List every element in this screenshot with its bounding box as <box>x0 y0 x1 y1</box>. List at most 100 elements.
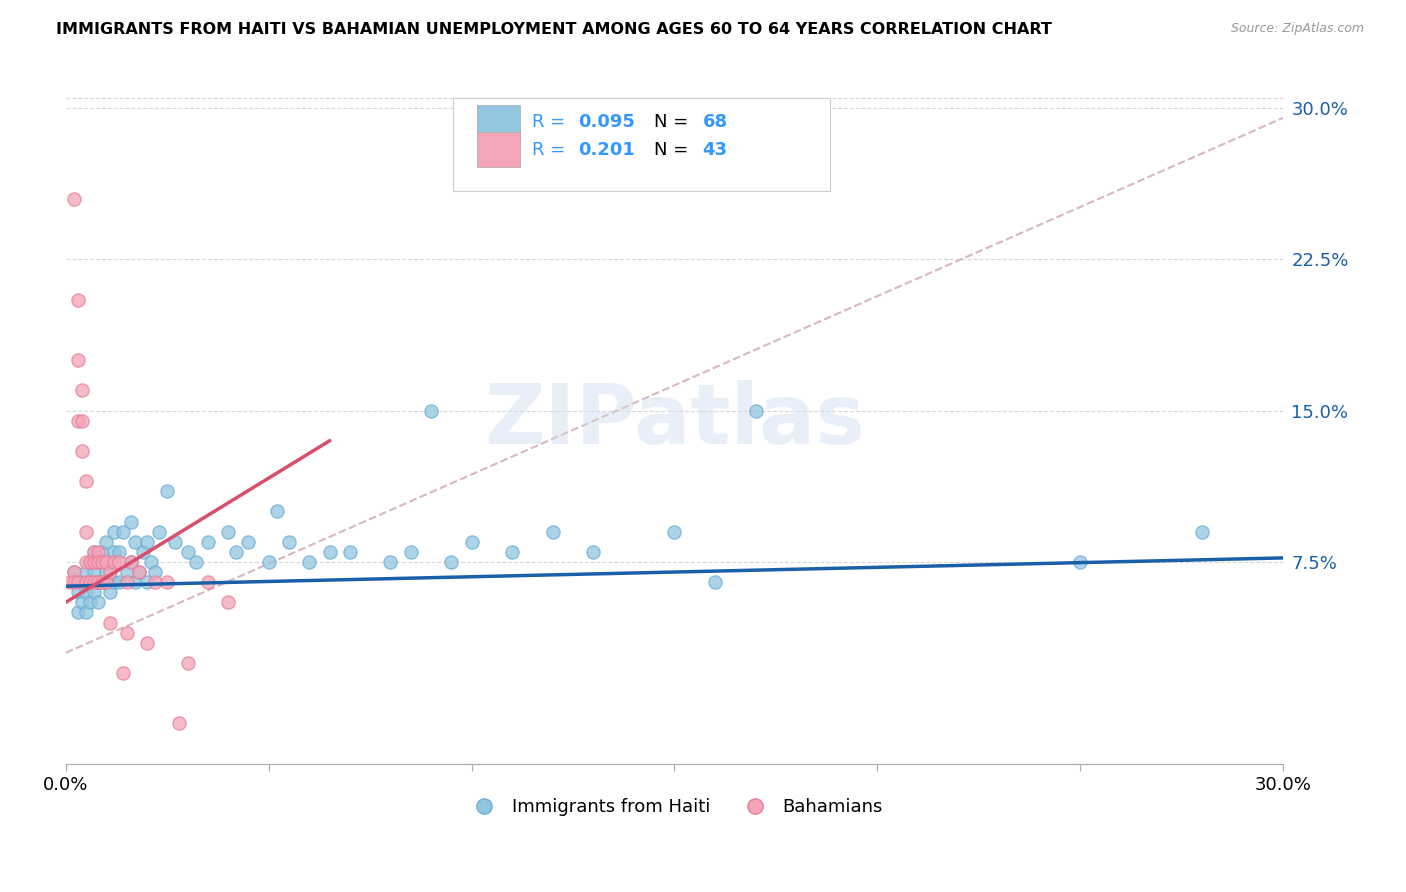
Point <box>115 575 138 590</box>
Point <box>87 555 110 569</box>
Text: 0.201: 0.201 <box>578 141 636 159</box>
Point <box>217 595 239 609</box>
Point <box>103 555 125 569</box>
Point <box>318 545 340 559</box>
Point <box>704 575 727 590</box>
Point <box>156 484 179 499</box>
Point <box>70 595 93 609</box>
Point <box>83 585 105 599</box>
FancyBboxPatch shape <box>477 132 520 167</box>
Point <box>107 555 129 569</box>
Point <box>266 504 288 518</box>
Point <box>128 565 150 579</box>
Point <box>63 565 86 579</box>
Point <box>136 575 159 590</box>
Point <box>87 575 110 590</box>
Point <box>63 575 86 590</box>
Text: 43: 43 <box>703 141 727 159</box>
Point <box>541 524 564 539</box>
Point <box>501 545 523 559</box>
Point <box>79 575 101 590</box>
Point <box>176 656 198 670</box>
Point <box>96 555 118 569</box>
Point <box>75 524 97 539</box>
Point <box>111 665 134 680</box>
Point <box>70 414 93 428</box>
Point <box>75 565 97 579</box>
Point <box>143 575 166 590</box>
Legend: Immigrants from Haiti, Bahamians: Immigrants from Haiti, Bahamians <box>460 791 890 823</box>
Point <box>136 636 159 650</box>
Point <box>96 565 118 579</box>
Point <box>83 575 105 590</box>
Point <box>399 545 422 559</box>
Point <box>66 606 89 620</box>
Point <box>75 585 97 599</box>
Point <box>91 575 114 590</box>
Point <box>664 524 686 539</box>
Point <box>136 534 159 549</box>
Point <box>120 515 142 529</box>
Point <box>107 575 129 590</box>
Point <box>103 524 125 539</box>
Point <box>165 534 187 549</box>
Point <box>124 534 146 549</box>
Point <box>100 565 122 579</box>
Text: R =: R = <box>531 113 571 131</box>
Point <box>87 555 110 569</box>
Point <box>87 595 110 609</box>
Text: IMMIGRANTS FROM HAITI VS BAHAMIAN UNEMPLOYMENT AMONG AGES 60 TO 64 YEARS CORRELA: IMMIGRANTS FROM HAITI VS BAHAMIAN UNEMPL… <box>56 22 1052 37</box>
Point <box>238 534 260 549</box>
FancyBboxPatch shape <box>453 98 831 191</box>
Point <box>75 474 97 488</box>
Point <box>440 555 463 569</box>
Point <box>79 575 101 590</box>
Point <box>83 545 105 559</box>
Point <box>156 575 179 590</box>
Point <box>75 575 97 590</box>
Point <box>91 575 114 590</box>
Point <box>70 384 93 398</box>
Point <box>120 555 142 569</box>
Point <box>83 555 105 569</box>
Point <box>111 524 134 539</box>
Point <box>582 545 605 559</box>
Point <box>66 575 89 590</box>
Point <box>107 545 129 559</box>
Point <box>339 545 361 559</box>
Point <box>148 524 170 539</box>
Text: 0.095: 0.095 <box>578 113 636 131</box>
Text: N =: N = <box>654 113 693 131</box>
Point <box>115 565 138 579</box>
Point <box>184 555 207 569</box>
Point <box>139 555 162 569</box>
Point <box>257 555 280 569</box>
Point <box>197 575 219 590</box>
Point <box>91 555 114 569</box>
Point <box>96 534 118 549</box>
Point <box>128 565 150 579</box>
Point <box>298 555 321 569</box>
Text: 68: 68 <box>703 113 727 131</box>
Point <box>120 555 142 569</box>
Point <box>143 565 166 579</box>
Point <box>79 555 101 569</box>
Point <box>66 293 89 307</box>
Point <box>87 545 110 559</box>
Point <box>124 575 146 590</box>
Point <box>460 534 482 549</box>
Point <box>63 192 86 206</box>
Point <box>70 444 93 458</box>
FancyBboxPatch shape <box>477 105 520 139</box>
Text: Source: ZipAtlas.com: Source: ZipAtlas.com <box>1230 22 1364 36</box>
Point <box>132 545 155 559</box>
Text: ZIPatlas: ZIPatlas <box>484 380 865 461</box>
Text: N =: N = <box>654 141 693 159</box>
Point <box>197 534 219 549</box>
Point <box>70 575 93 590</box>
Point <box>278 534 301 549</box>
Point <box>83 545 105 559</box>
Point <box>66 414 89 428</box>
Point <box>79 595 101 609</box>
Point <box>225 545 247 559</box>
